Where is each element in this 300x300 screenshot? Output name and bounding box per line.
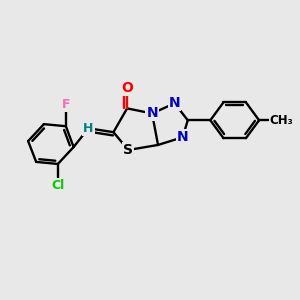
Text: Cl: Cl: [51, 179, 64, 192]
Text: N: N: [146, 106, 158, 120]
Text: O: O: [121, 82, 133, 95]
Text: CH₃: CH₃: [270, 114, 293, 127]
Text: F: F: [61, 98, 70, 111]
Text: N: N: [169, 96, 181, 110]
Text: H: H: [83, 122, 94, 135]
Text: N: N: [177, 130, 188, 144]
Text: S: S: [123, 143, 133, 157]
